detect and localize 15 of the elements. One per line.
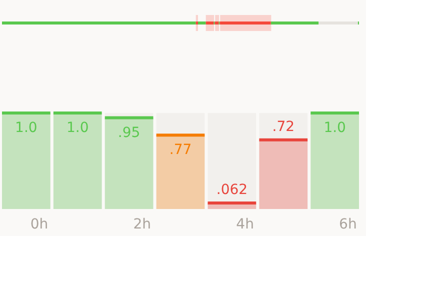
data-label: 1.0: [324, 120, 346, 136]
bar: [206, 202, 258, 210]
data-label: .062: [216, 182, 248, 198]
bar: [270, 22, 319, 24]
bar: [2, 22, 196, 24]
x-tick-label: 4h: [236, 216, 254, 232]
data-label: 1.0: [66, 120, 89, 136]
data-label: 1.0: [15, 120, 38, 136]
data-label: .72: [272, 118, 295, 135]
bar: [198, 22, 206, 24]
data-label: .95: [118, 124, 140, 141]
x-tick-label: 6h: [339, 216, 357, 232]
data-label: .77: [169, 142, 192, 158]
x-tick-label: 0h: [30, 216, 48, 232]
x-tick-label: 2h: [133, 216, 152, 232]
